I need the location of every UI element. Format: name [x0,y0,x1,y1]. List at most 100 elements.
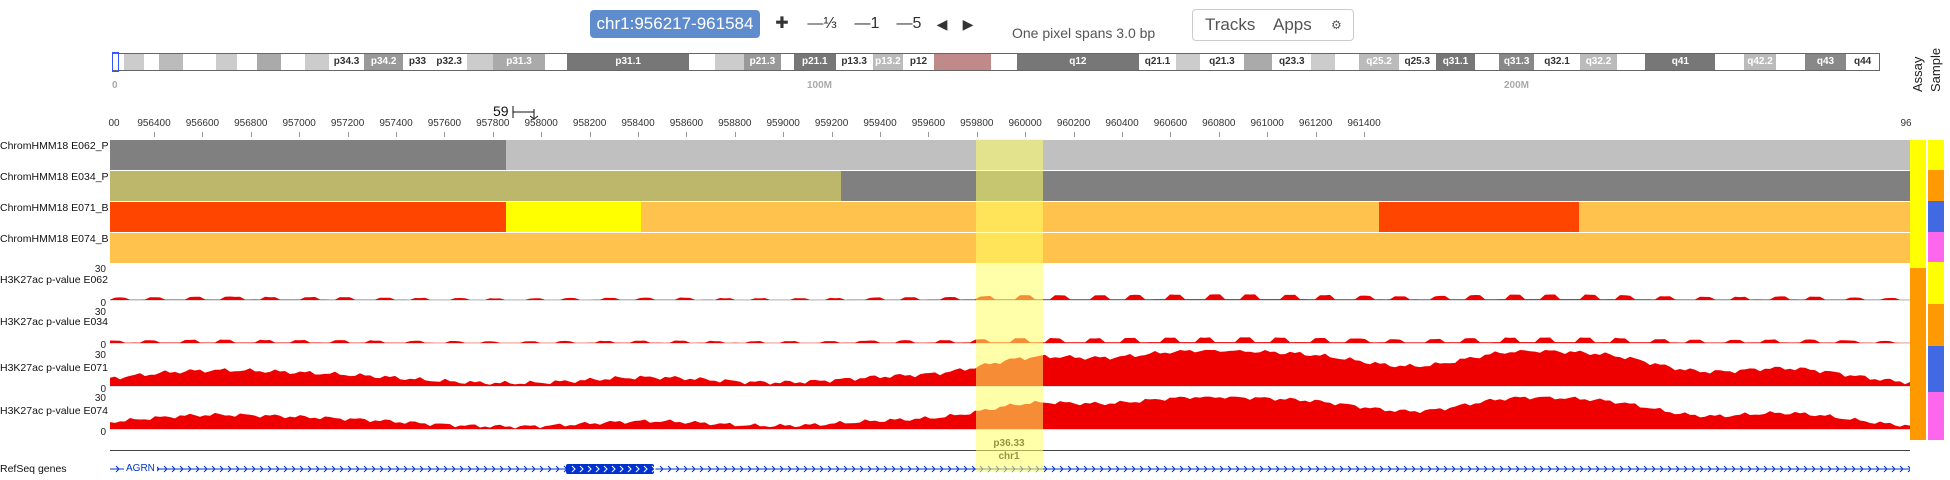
strand-arrow [1411,465,1416,473]
ruler-tick [202,132,204,137]
chromhmm-segment[interactable] [110,171,841,201]
axis-min: 0 [100,384,106,395]
chromhmm-segment[interactable] [506,140,1910,170]
track-label-h3k27ac-e062[interactable]: H3K27ac p-value E062 [0,274,108,286]
ruler-tick [1025,132,1027,137]
ruler-tick [831,132,833,137]
strand-arrow [1075,465,1080,473]
ideogram-band [257,54,282,70]
strand-arrow [611,465,616,473]
signal-area [110,337,1910,343]
ideogram-band [1475,54,1500,70]
strand-arrow [451,465,456,473]
strand-arrow [947,465,952,473]
axis-min: 0 [100,340,106,351]
strand-arrow [1387,465,1392,473]
signal-tracks-area[interactable] [110,264,1910,440]
strand-arrow [755,465,760,473]
track-label-h3k27ac-e071[interactable]: H3K27ac p-value E071 [0,362,108,374]
track-label-chromhmm-e062[interactable]: ChromHMM18 E062_P [0,140,109,152]
chromhmm-segment[interactable] [110,140,506,170]
chromhmm-segment[interactable] [641,202,1379,232]
strand-arrow [299,465,304,473]
ideogram-band [1243,54,1273,70]
track-label-refseq-genes[interactable]: RefSeq genes [0,463,67,475]
pan-right-icon[interactable]: ▶ [962,16,974,32]
track-label-chromhmm-e034[interactable]: ChromHMM18 E034_P [0,171,109,183]
legend-color-block [1928,346,1944,392]
track-label-h3k27ac-e074[interactable]: H3K27ac p-value E074 [0,405,108,417]
locus-button[interactable]: chr1:956217-961584 [590,10,760,38]
chromhmm-segment[interactable] [110,202,506,232]
strand-arrow [443,465,448,473]
chromhmm-segment[interactable] [840,171,1910,201]
strand-arrow [179,465,184,473]
ideogram-band-label: p31.1 [615,56,641,67]
strand-arrow [171,465,176,473]
track-label-chromhmm-e071[interactable]: ChromHMM18 E071_B [0,202,109,214]
ideogram-band [182,54,216,70]
strand-arrow [1107,465,1112,473]
zoom-in-button[interactable]: ✚ [775,15,789,32]
ruler-label: 958000 [524,118,558,129]
gene-exon[interactable] [566,464,654,474]
strand-arrow [1211,465,1216,473]
axis-max: 30 [94,350,106,361]
refseq-genes-track[interactable] [110,460,1910,478]
strand-arrow [1523,465,1528,473]
chromhmm-segment[interactable] [1379,202,1579,232]
ideogram-band [689,54,716,70]
ideogram-band: q21.3 [1200,54,1244,70]
chromhmm-track-e062[interactable] [110,140,1910,170]
strand-arrow [707,465,712,473]
strand-arrow [1307,465,1312,473]
strand-arrow [1275,465,1280,473]
strand-arrow [283,465,288,473]
chromhmm-segment[interactable] [1578,202,1910,232]
gene-name-agrn[interactable]: AGRN [124,463,157,474]
ideo-tick-label: 200M [1504,80,1530,91]
strand-arrow [1347,465,1352,473]
coordinate-ruler[interactable]: 00 956400 956600 956800 957000 957200 957400 95… [108,118,1912,140]
legend-color-block [1928,170,1944,201]
pan-left-icon[interactable]: ◀ [936,16,948,32]
apps-button[interactable]: Apps [1273,15,1312,34]
ideogram-band-label: p32.3 [436,56,462,67]
strand-arrow [1355,465,1360,473]
ideogram-band [143,54,159,70]
zoom-out-third-button[interactable]: —⅓ [807,15,837,32]
strand-arrow [403,465,408,473]
legend-color-block [1928,201,1944,232]
ideogram-band [1311,54,1336,70]
strand-arrow [563,465,568,473]
strand-arrow [1611,465,1616,473]
chromhmm-track-e034[interactable] [110,171,1910,201]
strand-arrow [1675,465,1680,473]
strand-arrow [491,465,496,473]
strand-arrow [1587,465,1592,473]
chromhmm-segment[interactable] [506,202,641,232]
zoom-out-one-button[interactable]: —1 [854,15,880,32]
ideogram-band-label: p12 [909,56,928,67]
chromosome-ideogram[interactable]: p34.3 p34.2 p33 p32.3 p31.3 p31.1 p21.3 p21.1 p1… [112,53,1880,71]
ideogram-band: q41 [1645,54,1716,70]
chromhmm-segment[interactable] [110,233,1910,263]
ruler-label: 958800 [718,118,752,129]
strand-arrow [747,465,752,473]
strand-arrow [1763,465,1768,473]
ideogram-band-label: q41 [1671,56,1689,67]
settings-icon[interactable]: ⚙ [1331,18,1342,32]
zoom-out-five-button[interactable]: —5 [896,15,922,32]
track-label-h3k27ac-e034[interactable]: H3K27ac p-value E034 [0,316,108,328]
strand-arrow [1851,465,1856,473]
strand-arrow [459,465,464,473]
chromhmm-track-e074[interactable] [110,233,1910,263]
axis-max: 30 [94,264,106,275]
strand-arrow [1451,465,1456,473]
ruler-label: 961400 [1347,118,1381,129]
strand-arrow [1731,465,1736,473]
chromhmm-track-e071[interactable] [110,202,1910,232]
ideogram-band: p13.2 [872,54,904,70]
tracks-button[interactable]: Tracks [1205,15,1256,34]
track-label-chromhmm-e074[interactable]: ChromHMM18 E074_B [0,233,109,245]
